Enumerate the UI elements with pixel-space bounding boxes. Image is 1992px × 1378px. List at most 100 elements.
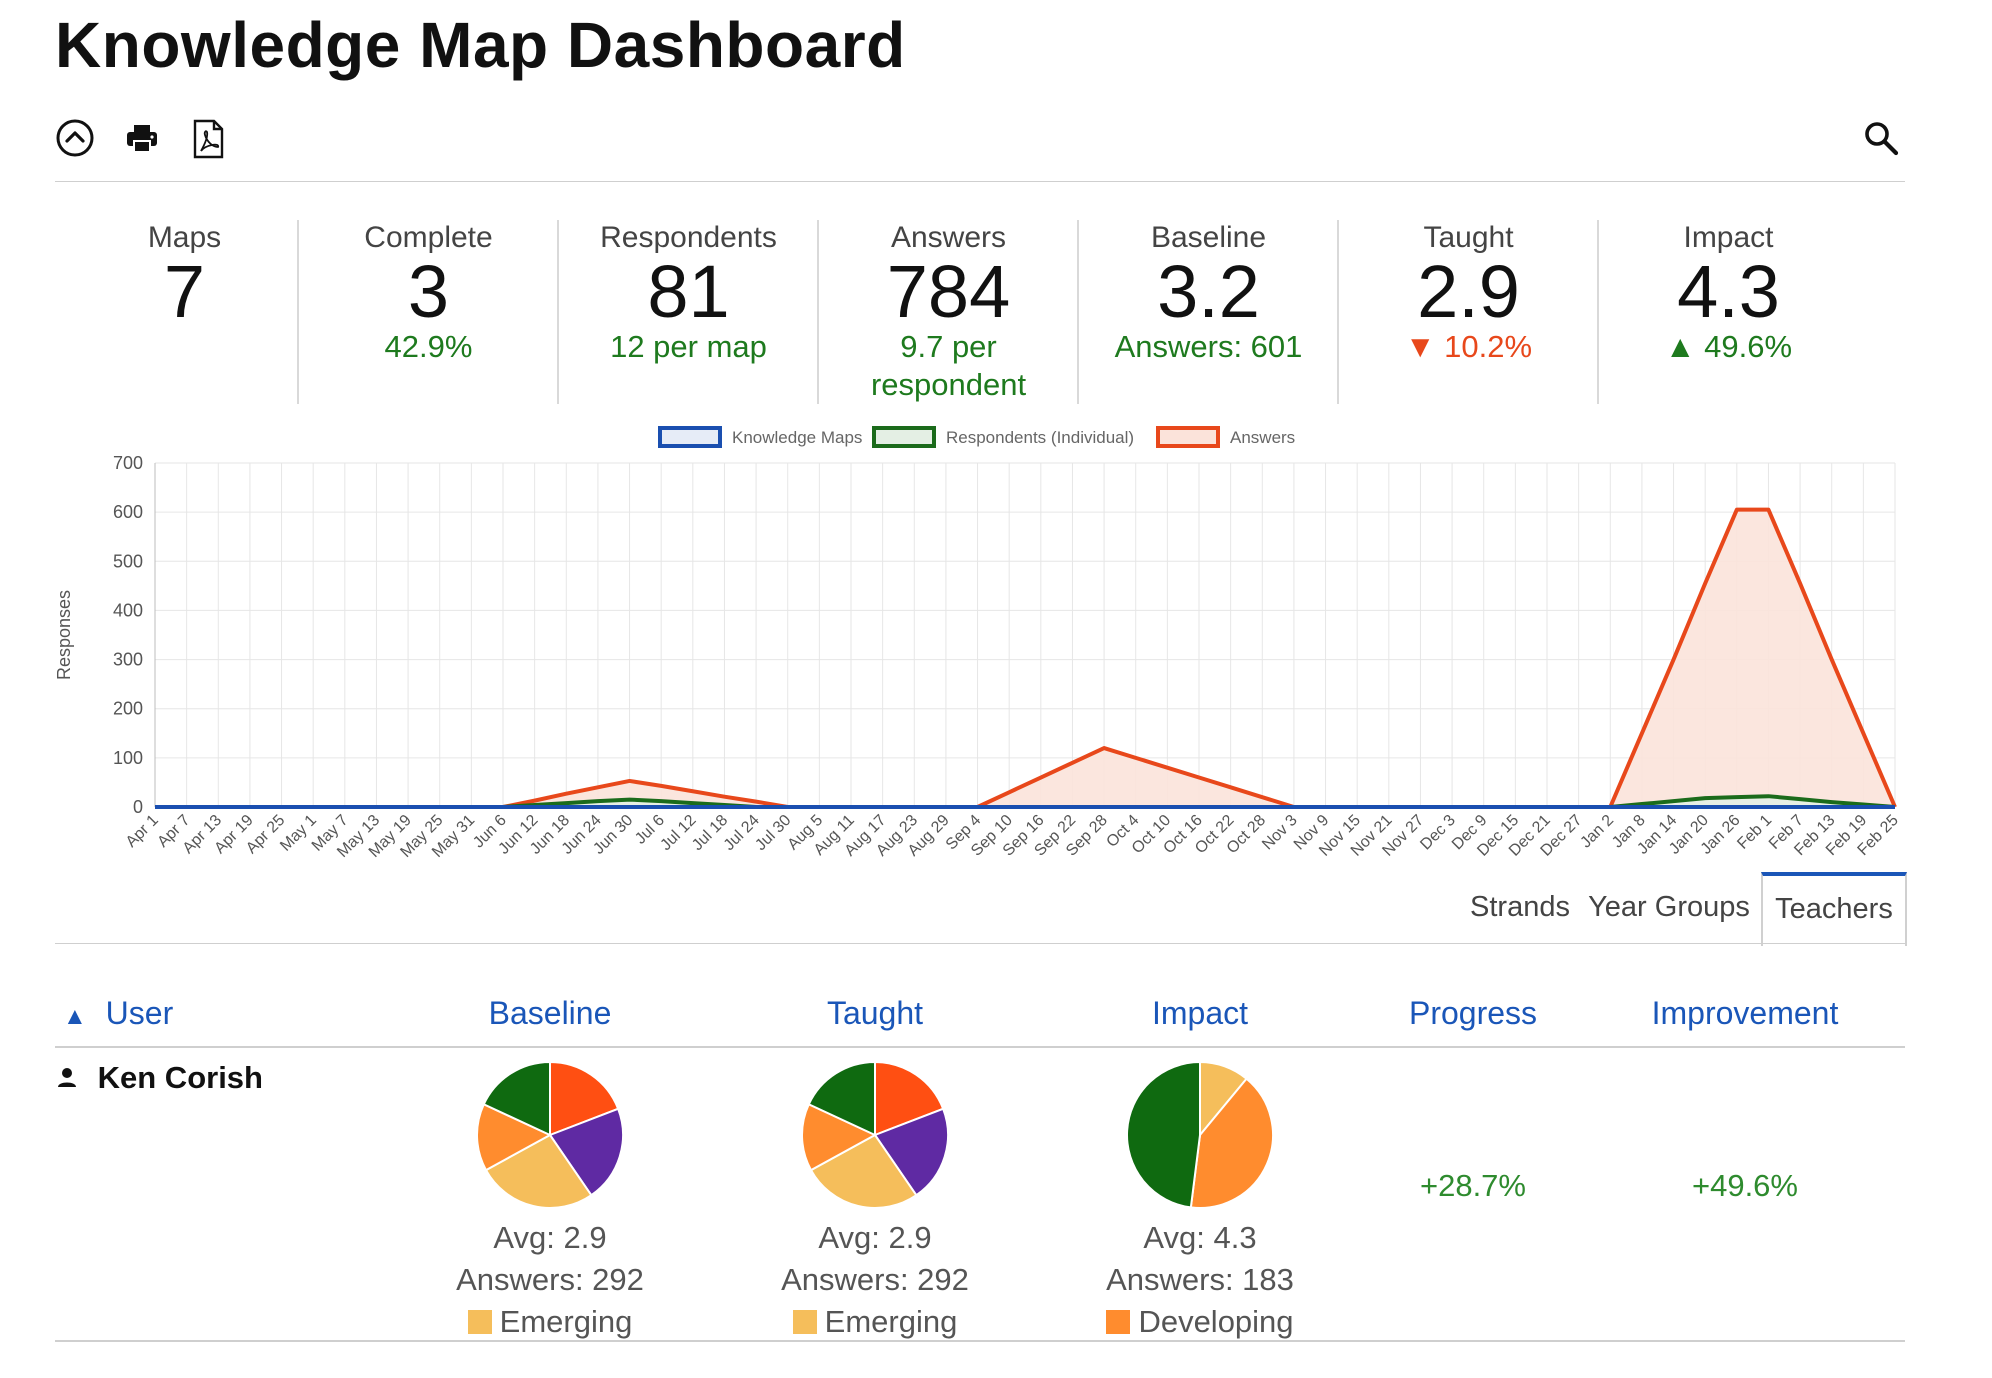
stat-sub: 42.9% xyxy=(384,329,473,364)
stat-taught: Taught 2.9 ▼ 10.2% xyxy=(1339,218,1598,404)
x-tick-label: Jul 30 xyxy=(752,812,794,854)
stat-label: Maps xyxy=(147,221,222,254)
stat-label: Answers xyxy=(890,221,1007,254)
x-tick-label: Dec 3 xyxy=(1417,812,1459,854)
sort-asc-icon: ▲ xyxy=(63,1003,87,1030)
baseline-level-label: Emerging xyxy=(499,1304,633,1339)
stat-answers: Answers 784 9.7 per respondent xyxy=(819,218,1078,404)
stat-value: 81 xyxy=(647,250,730,333)
pie-slice xyxy=(482,1060,551,1137)
y-tick-label: 400 xyxy=(113,600,143,620)
pdf-icon[interactable] xyxy=(188,118,234,164)
search-icon[interactable] xyxy=(1861,118,1907,164)
baseline-level: Emerging xyxy=(390,1301,710,1343)
stat-sub: ▼ 10.2% xyxy=(1404,329,1533,364)
stat-baseline: Baseline 3.2 Answers: 601 xyxy=(1079,218,1338,404)
taught-level-label: Emerging xyxy=(824,1304,958,1339)
y-tick-label: 0 xyxy=(133,797,143,817)
level-swatch xyxy=(792,1310,817,1334)
user-cell[interactable]: Ken Corish xyxy=(55,1060,263,1096)
legend-swatch xyxy=(872,426,936,448)
pie-slice xyxy=(809,1133,918,1209)
stat-value: 3 xyxy=(407,250,450,333)
level-swatch xyxy=(467,1310,492,1334)
toolbar xyxy=(55,118,1905,178)
y-tick-label: 600 xyxy=(113,502,143,522)
impact-level-label: Developing xyxy=(1138,1304,1294,1339)
legend-swatch xyxy=(658,426,722,448)
row-divider xyxy=(55,1340,1905,1342)
tab-year-groups[interactable]: Year Groups xyxy=(1588,891,1750,923)
stat-divider xyxy=(817,220,819,404)
y-tick-label: 500 xyxy=(113,551,143,571)
user-header-label: User xyxy=(105,995,174,1031)
x-tick-label: Jan 2 xyxy=(1577,812,1617,852)
stats-bar: Maps 7 Complete 3 42.9% Respondents 81 1… xyxy=(55,218,1905,404)
x-tick-label: Apr 1 xyxy=(123,812,162,851)
legend-label: Respondents (Individual) xyxy=(946,428,1134,447)
stat-label: Complete xyxy=(364,221,493,254)
stat-divider xyxy=(1337,220,1339,404)
impact-level: Developing xyxy=(1040,1301,1360,1343)
x-tick-label: Feb 1 xyxy=(1734,812,1775,853)
table-header: ▲ User Baseline Taught Impact Progress I… xyxy=(55,995,1905,1045)
user-icon xyxy=(55,1060,88,1095)
series-area xyxy=(155,509,1895,807)
y-tick-label: 100 xyxy=(113,748,143,768)
taught-cell: Avg: 2.9 Answers: 292 Emerging xyxy=(715,1050,1035,1343)
tab-teachers[interactable]: Teachers xyxy=(1761,872,1907,946)
user-name: Ken Corish xyxy=(97,1060,263,1095)
pie-slice xyxy=(1189,1077,1274,1209)
legend-label: Answers xyxy=(1230,428,1295,447)
pie-slice xyxy=(801,1102,878,1172)
sort-user-header[interactable]: ▲ User xyxy=(63,995,173,1032)
stat-divider xyxy=(1597,220,1599,404)
taught-level: Emerging xyxy=(715,1301,1035,1343)
tabs-divider xyxy=(55,943,1905,944)
impact-pie xyxy=(1126,1060,1274,1209)
y-axis-label: Responses xyxy=(54,590,74,680)
pie-slice xyxy=(549,1060,620,1137)
taught-answers: Answers: 292 xyxy=(781,1262,969,1297)
impact-cell: Avg: 4.3 Answers: 183 Developing xyxy=(1040,1050,1360,1343)
responses-chart: 0 100 200 300 400 500 600 700 Responses Apr 1 Apr … xyxy=(40,420,1902,880)
pie-slice xyxy=(874,1060,945,1137)
baseline-answers: Answers: 292 xyxy=(456,1262,644,1297)
series-area xyxy=(155,796,1895,807)
stat-sub: Answers: 601 xyxy=(1114,329,1303,364)
legend-label: Knowledge Maps xyxy=(732,428,862,447)
stat-divider xyxy=(1077,220,1079,404)
y-tick-label: 700 xyxy=(113,453,143,473)
stat-maps: Maps 7 xyxy=(55,218,314,404)
print-icon[interactable] xyxy=(122,118,168,164)
stat-impact: Impact 4.3 ▲ 49.6% xyxy=(1599,218,1858,404)
y-tick-label: 200 xyxy=(113,699,143,719)
taught-header[interactable]: Taught xyxy=(826,995,924,1031)
impact-avg: Avg: 4.3 xyxy=(1143,1220,1257,1255)
impact-header[interactable]: Impact xyxy=(1151,995,1249,1031)
baseline-header[interactable]: Baseline xyxy=(488,995,612,1031)
stat-label: Respondents xyxy=(600,221,777,254)
improvement-value: +49.6% xyxy=(1691,1168,1798,1203)
baseline-cell: Avg: 2.9 Answers: 292 Emerging xyxy=(390,1050,710,1343)
y-tick-label: 300 xyxy=(113,650,143,670)
stat-sub: 9.7 per respondent xyxy=(870,329,1027,402)
stat-label: Impact xyxy=(1683,221,1774,254)
stat-label: Taught xyxy=(1423,221,1514,254)
stat-label: Baseline xyxy=(1150,221,1267,254)
progress-value: +28.7% xyxy=(1419,1168,1526,1203)
stat-divider xyxy=(297,220,299,404)
pie-slice xyxy=(548,1107,624,1197)
pie-slice xyxy=(1126,1060,1201,1209)
stat-complete: Complete 3 42.9% xyxy=(299,218,558,404)
x-tick-label: Nov 3 xyxy=(1259,812,1301,854)
legend-swatch xyxy=(1156,426,1220,448)
baseline-avg: Avg: 2.9 xyxy=(493,1220,607,1255)
pie-slice xyxy=(873,1107,949,1197)
page-title: Knowledge Map Dashboard xyxy=(55,9,906,81)
collapse-icon[interactable] xyxy=(55,118,101,164)
improvement-header[interactable]: Improvement xyxy=(1651,995,1839,1031)
progress-header[interactable]: Progress xyxy=(1408,995,1538,1031)
tab-strands[interactable]: Strands xyxy=(1470,891,1570,923)
